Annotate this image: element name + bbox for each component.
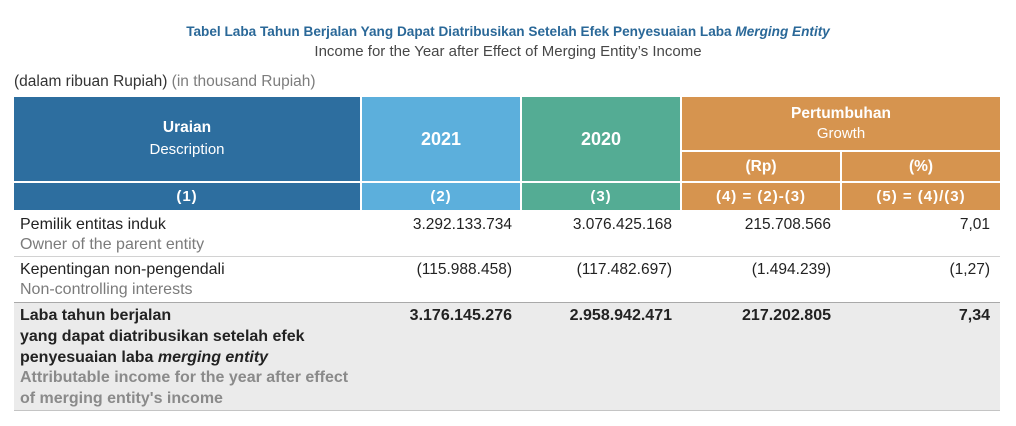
value-2020: 3.076.425.168 [572, 216, 672, 233]
header-growth-rp-label: (Rp) [745, 157, 777, 175]
total-value-2020: 2.958.942.471 [569, 307, 672, 324]
value-2021: (115.988.458) [416, 261, 512, 278]
header-year-2021-index: (2) [362, 183, 520, 210]
total-value-growth-rp: 217.202.805 [742, 307, 831, 324]
row-description-en: Non-controlling interests [20, 280, 193, 298]
unit-note-en: (in thousand Rupiah) [171, 73, 316, 90]
header-year-2020: 2020 [522, 97, 680, 181]
header-growth-pct-label: (%) [908, 157, 934, 175]
header-growth-rp: (Rp) [682, 152, 840, 181]
header-year-2021: 2021 [362, 97, 520, 181]
total-description-en-line1: Attributable income for the year after e… [20, 369, 349, 387]
row-description: Pemilik entitas induk Owner of the paren… [14, 210, 362, 256]
table-title-italic: Merging Entity [735, 24, 830, 39]
table-row-total: Laba tahun berjalan yang dapat diatribus… [14, 303, 1000, 411]
value-2021: 3.292.133.734 [412, 216, 512, 233]
row-description: Kepentingan non-pengendali Non-controlli… [14, 257, 362, 302]
header-year-2020-index-label: (3) [590, 187, 612, 205]
header-growth-id: Pertumbuhan [791, 104, 891, 122]
header-growth-rp-index-label: (4) = (2)-(3) [715, 187, 807, 205]
header-year-2021-label: 2021 [420, 129, 462, 149]
table-subtitle: Income for the Year after Effect of Merg… [314, 43, 702, 60]
header-growth-en: Growth [816, 124, 866, 142]
table-title-main: Tabel Laba Tahun Berjalan Yang Dapat Dia… [186, 24, 736, 39]
value-2020: (117.482.697) [576, 261, 672, 278]
header-year-2021-index-label: (2) [430, 187, 452, 205]
header-description-en: Description [149, 141, 225, 158]
value-growth-rp: 215.708.566 [744, 216, 831, 233]
total-description-id-line2: yang dapat diatribusikan setelah efek [20, 327, 305, 345]
header-year-2020-label: 2020 [580, 129, 622, 149]
header-growth: Pertumbuhan Growth [682, 97, 1000, 150]
row-description-en: Owner of the parent entity [20, 235, 205, 253]
total-description-id-line1: Laba tahun berjalan [20, 307, 172, 324]
table-title: Tabel Laba Tahun Berjalan Yang Dapat Dia… [0, 23, 1016, 41]
value-growth-pct: 7,01 [959, 216, 990, 233]
row-description-id: Kepentingan non-pengendali [20, 261, 225, 278]
unit-note: (dalam ribuan Rupiah) (in thousand Rupia… [14, 73, 316, 91]
header-growth-pct-index: (5) = (4)/(3) [842, 183, 1000, 210]
unit-note-id: (dalam ribuan Rupiah) [14, 73, 168, 90]
row-description-id: Pemilik entitas induk [20, 216, 166, 233]
header-description-index: (1) [14, 183, 360, 210]
total-description-en-line2: of merging entity's income [20, 390, 223, 407]
header-description: Uraian Description [14, 97, 360, 181]
table-row: Pemilik entitas induk Owner of the paren… [14, 210, 1000, 257]
header-growth-pct: (%) [842, 152, 1000, 181]
header-description-id: Uraian [162, 119, 212, 136]
header-description-index-label: (1) [176, 187, 198, 205]
total-description: Laba tahun berjalan yang dapat diatribus… [14, 303, 362, 410]
total-value-growth-pct: 7,34 [958, 307, 990, 324]
table-row: Kepentingan non-pengendali Non-controlli… [14, 257, 1000, 303]
total-value-2021: 3.176.145.276 [409, 307, 512, 324]
header-year-2020-index: (3) [522, 183, 680, 210]
total-description-id-line3: penyesuaian laba merging entity [20, 348, 362, 369]
header-growth-rp-index: (4) = (2)-(3) [682, 183, 840, 210]
value-growth-pct: (1,27) [949, 261, 991, 278]
total-description-id-line3-italic: merging entity [157, 348, 269, 366]
total-description-id-line3-main: penyesuaian laba [20, 348, 158, 366]
header-growth-pct-index-label: (5) = (4)/(3) [876, 187, 966, 205]
table-body: Pemilik entitas induk Owner of the paren… [14, 210, 1000, 411]
value-growth-rp: (1.494.239) [751, 261, 831, 278]
